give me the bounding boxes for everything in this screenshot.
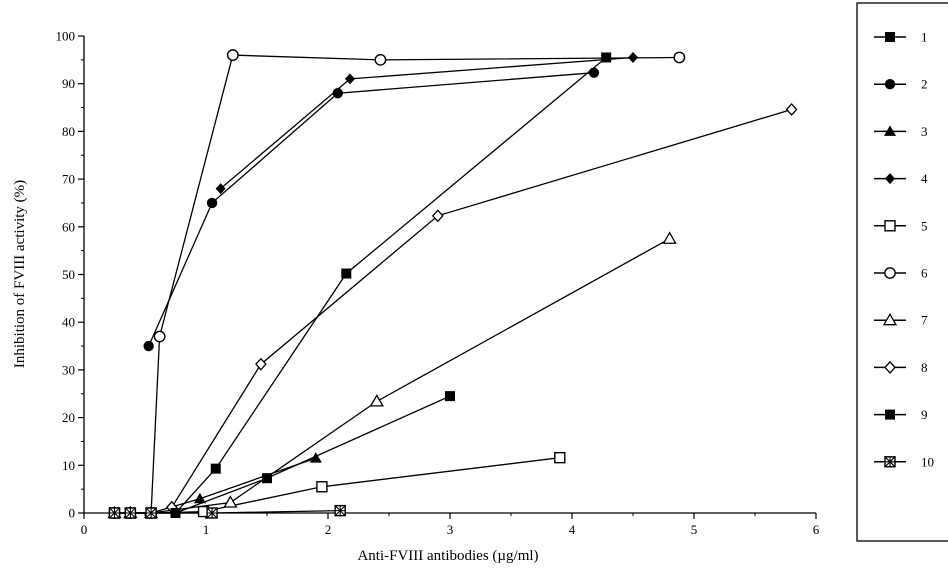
series-3-point: [309, 452, 322, 463]
series-10-point: [206, 507, 218, 519]
series-10-point: [145, 507, 157, 519]
series-10-point: [334, 504, 346, 517]
series-3-point: [193, 492, 206, 504]
legend-label: 7: [921, 313, 928, 328]
y-tick-label: 100: [56, 29, 76, 44]
legend-marker: [885, 32, 895, 42]
y-tick-label: 90: [62, 76, 75, 91]
series-2-point: [206, 197, 218, 209]
series-5-point: [554, 451, 566, 464]
series-2-line: [148, 72, 595, 347]
legend-item-3: 3: [874, 124, 928, 139]
legend-marker: [884, 125, 896, 136]
legend-marker: [884, 79, 896, 90]
legend-item-9: 9: [874, 407, 928, 422]
series-4-line: [220, 56, 634, 190]
y-tick-label: 60: [62, 219, 75, 234]
legend-item-7: 7: [874, 313, 928, 328]
series-8-point: [255, 357, 267, 371]
series-markers: [107, 49, 798, 519]
legend-label: 9: [921, 407, 928, 422]
series-1-point: [210, 463, 221, 474]
series-7-point: [369, 394, 384, 407]
y-tick-label: 40: [62, 315, 75, 330]
legend-item-4: 4: [874, 171, 928, 186]
series-2-point: [588, 67, 600, 78]
series-9-point: [262, 473, 272, 484]
series-1-point: [601, 52, 612, 63]
series-4-point: [344, 73, 355, 85]
legend-label: 10: [921, 454, 934, 469]
y-tick-label: 0: [69, 506, 76, 521]
y-tick-label: 70: [62, 172, 75, 187]
series-lines: [114, 54, 792, 514]
series-4-point: [628, 51, 638, 63]
x-tick-label: 5: [691, 522, 698, 537]
series-5-point: [316, 481, 328, 493]
legend-marker: [884, 360, 896, 374]
y-tick-label: 20: [62, 410, 75, 425]
series-2-point: [332, 88, 343, 99]
legend-label: 6: [921, 266, 928, 281]
series-7-line: [114, 238, 670, 514]
series-6-point: [673, 51, 686, 64]
series-7-point: [223, 495, 238, 508]
series-6-point: [153, 330, 166, 343]
series-8-point: [431, 209, 444, 223]
legend-label: 4: [921, 171, 928, 186]
series-4-point: [215, 183, 226, 195]
x-tick-label: 4: [569, 522, 576, 537]
legend-marker: [885, 173, 895, 185]
series-6-point: [374, 53, 387, 66]
legend-label: 3: [921, 124, 928, 139]
series-2-point: [143, 340, 154, 352]
x-axis-title: Anti-FVIII antibodies (µg/ml): [357, 548, 538, 564]
x-tick-label: 1: [203, 522, 210, 537]
legend-label: 2: [921, 77, 928, 92]
x-tick-label: 0: [81, 522, 88, 537]
axes: 0 10 20 30 40 50 60 70 80 90 100 0 1 2 3 4 5 6: [56, 29, 820, 538]
series-8-point: [785, 102, 798, 116]
series-7-point: [662, 231, 677, 244]
series-1-point: [341, 268, 352, 279]
legend-marker: [884, 456, 896, 468]
legend-label: 1: [921, 30, 928, 45]
x-tick-label: 3: [447, 522, 454, 537]
series-6-line: [114, 54, 680, 514]
legend-item-1: 1: [874, 30, 928, 45]
y-tick-label: 50: [62, 267, 75, 282]
legend-item-5: 5: [874, 218, 928, 233]
legend-marker: [885, 409, 895, 420]
series-1-line: [114, 57, 607, 514]
x-tick-label: 2: [325, 522, 332, 537]
legend-label: 5: [921, 218, 928, 233]
y-tick-label: 10: [62, 458, 75, 473]
series-6-point: [226, 49, 239, 61]
x-tick-label: 6: [813, 522, 820, 537]
legend-marker: [884, 220, 896, 232]
legend-item-8: 8: [874, 360, 928, 375]
y-axis-title: Inhibition of FVIII activity (%): [12, 180, 28, 368]
y-tick-label: 80: [62, 124, 75, 139]
series-10-point: [108, 507, 121, 519]
legend: 1 2 3 4 5 6 7 8 9 10: [856, 2, 948, 542]
legend-box: [856, 2, 948, 542]
legend-item-2: 2: [874, 77, 928, 92]
y-tick-label: 30: [62, 362, 75, 377]
legend-item-6: 6: [874, 266, 928, 281]
series-10-point: [124, 507, 137, 519]
legend-marker: [882, 312, 898, 326]
series-9-point: [170, 508, 181, 518]
legend-marker: [884, 267, 896, 279]
legend-item-10: 10: [874, 454, 934, 469]
legend-label: 8: [921, 360, 928, 375]
series-8-line: [171, 108, 792, 508]
series-9-point: [445, 391, 455, 402]
